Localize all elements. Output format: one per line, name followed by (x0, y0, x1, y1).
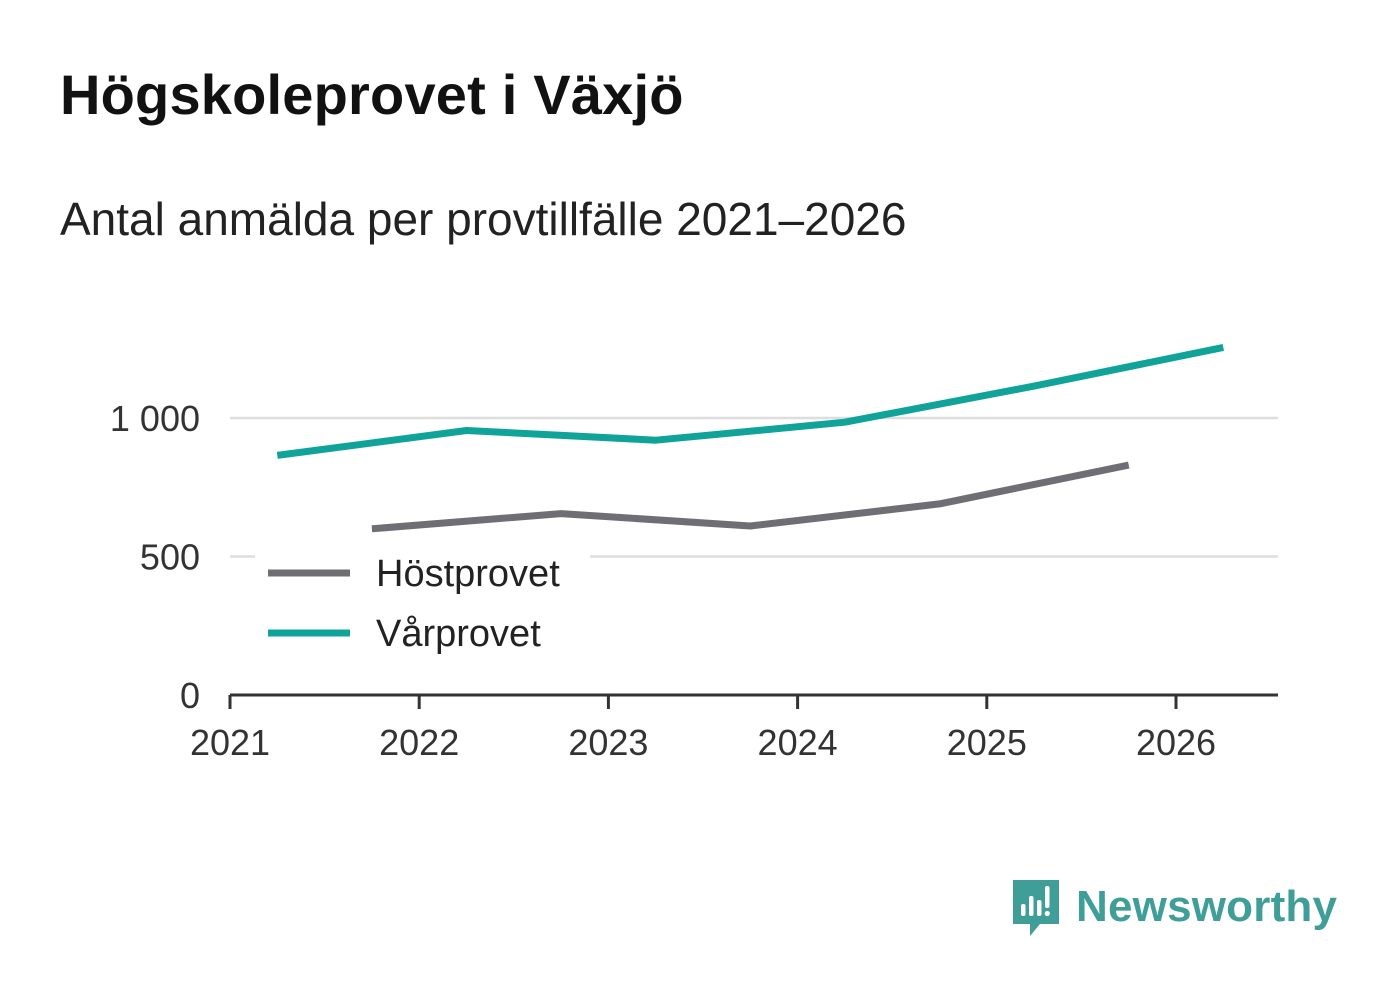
newsworthy-logo-icon (1013, 880, 1059, 936)
x-tick-label: 2022 (379, 722, 459, 763)
x-tick-label: 2024 (758, 722, 838, 763)
legend: Höstprovet Vårprovet (255, 545, 590, 665)
chart-subtitle: Antal anmälda per provtillfälle 2021–202… (60, 193, 907, 245)
y-tick-label: 0 (180, 675, 200, 716)
series-line-varprovet (276, 343, 1225, 459)
y-tick-label: 500 (140, 537, 200, 578)
x-tick-label: 2021 (190, 722, 270, 763)
y-tick-label: 1 000 (110, 398, 200, 439)
brand: Newsworthy (1010, 876, 1337, 938)
chart-title: Högskoleprovet i Växjö (60, 63, 684, 126)
series-lines (276, 343, 1225, 533)
series-line-hostprovet (371, 461, 1130, 533)
x-tick-label: 2023 (568, 722, 648, 763)
axes: 0 500 1 000 2021 2022 2023 2024 2025 2026 (110, 398, 1278, 763)
x-tick-label: 2026 (1136, 722, 1216, 763)
legend-label: Höstprovet (376, 553, 560, 595)
legend-background (255, 545, 590, 665)
brand-name: Newsworthy (1076, 882, 1338, 931)
x-tick-label: 2025 (947, 722, 1027, 763)
legend-label: Vårprovet (376, 613, 541, 655)
